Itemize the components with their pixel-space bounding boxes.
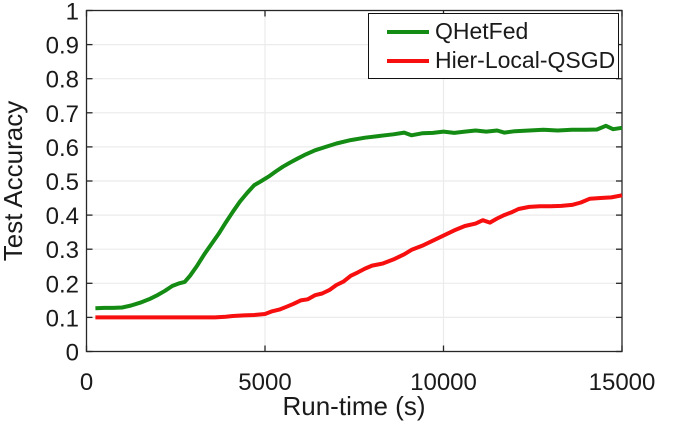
y-tick-label: 0.3 — [46, 237, 79, 264]
legend-line-sample-red — [387, 58, 429, 63]
y-axis-label: Test Accuracy — [0, 101, 28, 261]
series-line-hier-local-qsgd — [95, 193, 623, 320]
y-tick-label: 0.2 — [46, 271, 79, 298]
series-line-qhetfed — [95, 123, 623, 311]
y-tick-label: 0.6 — [46, 135, 79, 162]
y-tick-label: 0.9 — [46, 33, 79, 60]
tick-label-layer: 0 5000 10000 15000 0 0.1 0.2 0.3 0.4 0.5 0.6 0.7 0.8… — [46, 0, 656, 396]
y-tick-label: 0 — [66, 340, 79, 367]
legend: QHetFed Hier-Local-QSGD — [368, 13, 619, 79]
x-tick-label: 10000 — [410, 369, 477, 396]
y-tick-label: 0.4 — [46, 203, 79, 230]
y-tick-label: 0.1 — [46, 305, 79, 332]
legend-label-qhetfed: QHetFed — [435, 18, 529, 44]
y-tick-label: 1 — [66, 0, 79, 26]
legend-label-hier-local-qsgd: Hier-Local-QSGD — [435, 47, 616, 73]
x-tick-label: 15000 — [589, 369, 656, 396]
legend-item-hier-local-qsgd: Hier-Local-QSGD — [387, 49, 618, 72]
x-tick-label: 0 — [80, 369, 93, 396]
y-tick-label: 0.5 — [46, 169, 79, 196]
series-layer — [95, 123, 623, 320]
x-tick-label: 5000 — [238, 369, 291, 396]
legend-line-sample-green — [387, 29, 429, 34]
y-tick-label: 0.7 — [46, 101, 79, 128]
axis-layer — [85, 9, 623, 353]
y-tick-label: 0.8 — [46, 67, 79, 94]
x-axis-label: Run-time (s) — [282, 391, 425, 421]
legend-item-qhetfed: QHetFed — [387, 20, 618, 43]
